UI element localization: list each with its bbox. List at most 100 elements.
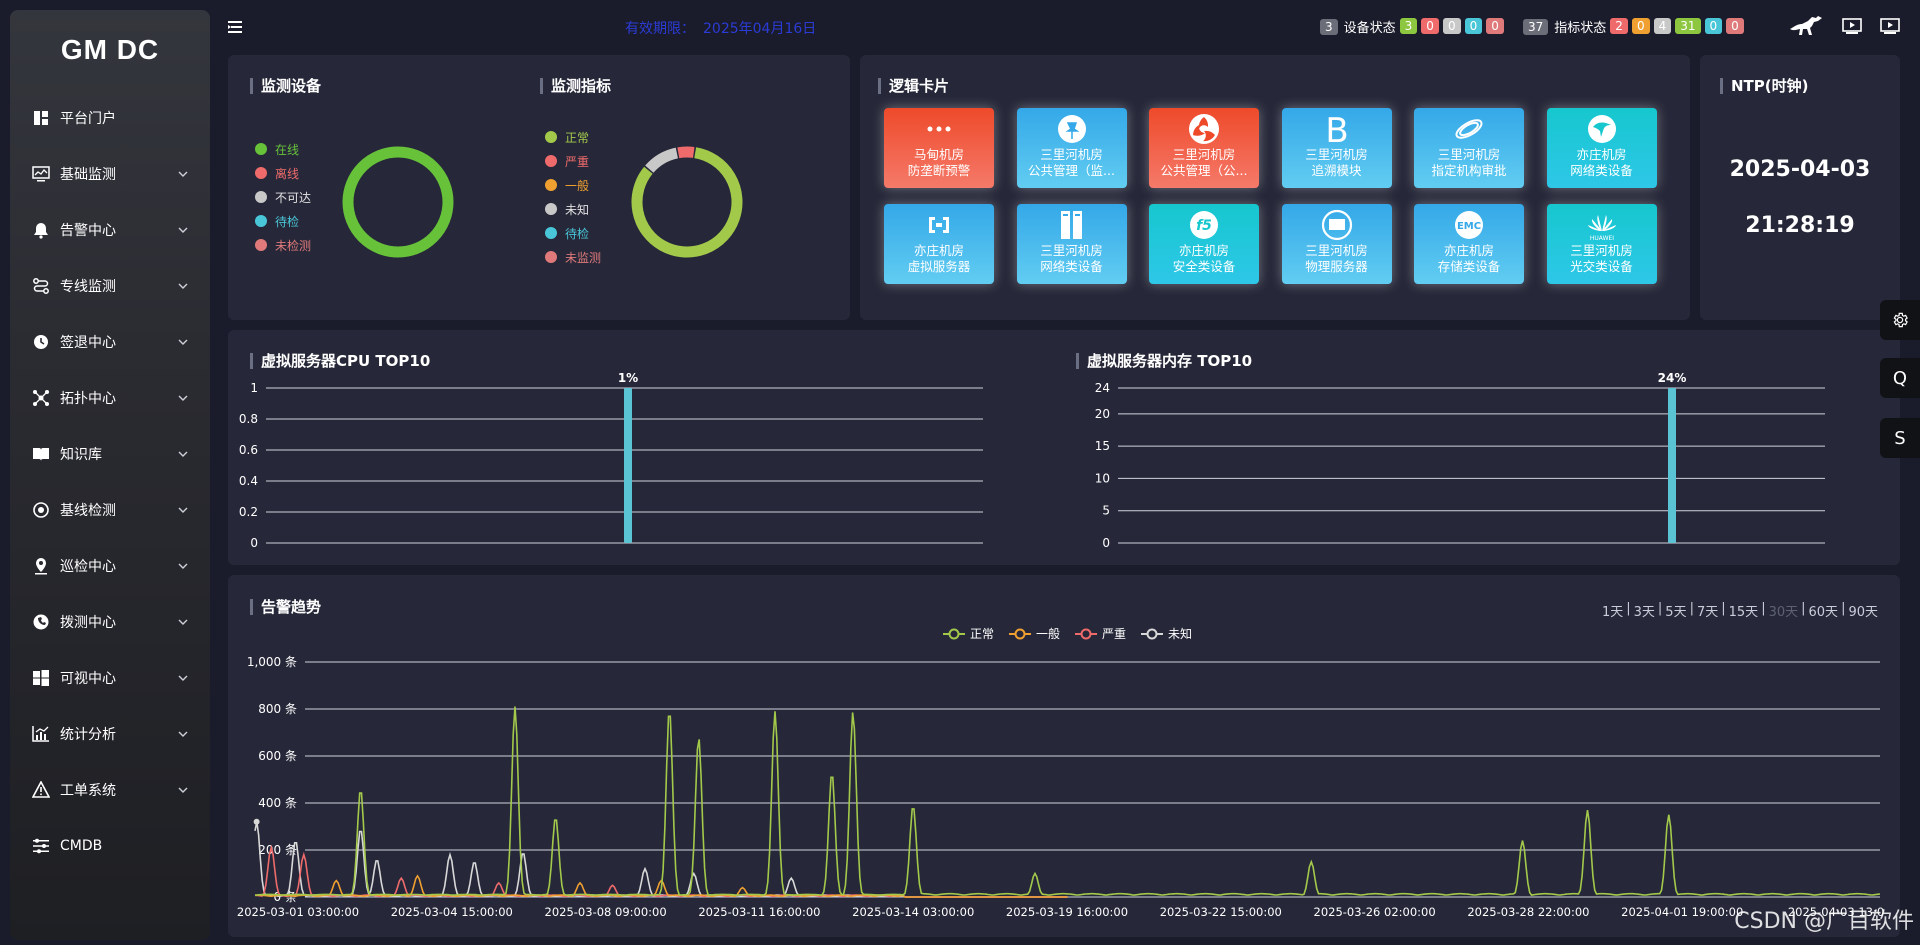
legend-label: 在线	[275, 142, 300, 157]
sidebar-item-2[interactable]: 告警中心	[10, 202, 210, 258]
sidebar-item-10[interactable]: 可视中心	[10, 650, 210, 706]
range-tab[interactable]: 3天	[1633, 605, 1655, 620]
donut-segment	[677, 146, 695, 159]
s-float-button[interactable]: S	[1880, 418, 1920, 458]
logic-card[interactable]: 亦庄机房 虚拟服务器	[884, 204, 994, 284]
screen-play-icon[interactable]	[1842, 17, 1862, 35]
logic-card[interactable]: 马甸机房 防垄断预警	[884, 108, 994, 188]
dial-icon	[30, 613, 52, 631]
range-tab[interactable]: 60天	[1808, 605, 1839, 620]
dinosaur-icon[interactable]	[1788, 15, 1824, 37]
q-float-button[interactable]: Q	[1880, 358, 1920, 398]
legend-marker	[1014, 628, 1026, 640]
sidebar-item-label: 告警中心	[60, 223, 116, 239]
logic-card[interactable]: 三里河机房 网络类设备	[1016, 204, 1127, 284]
logic-card[interactable]: f5 亦庄机房 安全类设备	[1149, 204, 1259, 284]
legend-item[interactable]: 在线	[255, 137, 311, 161]
status-count-pill[interactable]: 0	[1486, 18, 1504, 34]
fullscreen-play-icon[interactable]	[1880, 17, 1900, 35]
chevron-down-icon	[178, 616, 190, 628]
orbit-icon	[1451, 113, 1487, 145]
sidebar-item-7[interactable]: 基线检测	[10, 482, 210, 538]
metric-status-total: 37	[1523, 18, 1549, 35]
legend-item[interactable]: 一般	[545, 173, 601, 197]
sidebar-item-label: 基础监测	[60, 167, 116, 183]
f5-logo-text: f5	[1196, 218, 1212, 234]
x-tick-label: 2025-03-28 22:00:00	[1467, 905, 1589, 919]
status-count-pill[interactable]: 0	[1421, 18, 1439, 34]
status-count-pill[interactable]: 4	[1653, 18, 1672, 34]
logic-card[interactable]: B 三里河机房 追溯模块	[1281, 108, 1392, 188]
legend-dot	[255, 239, 267, 251]
x-tick-label: 2025-04-01 19:00:00	[1621, 905, 1743, 919]
sidebar-item-9[interactable]: 拨测中心	[10, 594, 210, 650]
legend-label: 未知	[565, 202, 590, 217]
status-count-pill[interactable]: 3	[1399, 18, 1418, 34]
legend-item[interactable]: 待检	[255, 209, 311, 233]
y-tick-label: 20	[1095, 407, 1110, 421]
sidebar-item-13[interactable]: CMDB	[10, 818, 210, 874]
legend-item[interactable]: 不可达	[255, 185, 311, 209]
metric-panel-title: 监测指标	[540, 78, 611, 94]
legend-item[interactable]: 未知	[545, 197, 601, 221]
status-count-pill[interactable]: 0	[1631, 18, 1650, 34]
status-count-pill[interactable]: 0	[1726, 18, 1744, 34]
logic-card[interactable]: 三里河机房 公共管理（公...	[1149, 108, 1259, 188]
logic-card-line1: 亦庄机房	[1178, 243, 1229, 258]
legend-label: 一般	[1036, 626, 1060, 641]
sidebar: GM DC 平台门户基础监测告警中心专线监测 签退中心 拓扑中心 知识库 基线检测 巡检中…	[10, 10, 210, 940]
sidebar-item-0[interactable]: 平台门户	[10, 90, 210, 146]
menu-toggle-icon[interactable]	[227, 18, 245, 36]
sidebar-item-3[interactable]: 专线监测	[10, 258, 210, 314]
emc-logo-icon: EMC	[1451, 209, 1487, 241]
sidebar-item-5[interactable]: 拓扑中心	[10, 370, 210, 426]
status-count-pill[interactable]: 31	[1675, 18, 1701, 34]
topology-icon	[30, 389, 52, 407]
logic-card[interactable]: 三里河机房 公共管理（监...	[1016, 108, 1127, 188]
status-count-pill[interactable]: 0	[1464, 18, 1483, 34]
monitor-badge-icon	[1319, 209, 1355, 241]
status-count-pill[interactable]: 0	[1442, 18, 1461, 34]
logic-card[interactable]: 亦庄机房 网络类设备	[1546, 108, 1657, 188]
metric-status[interactable]: 37 指标状态 2 0 4 31 0 0	[1523, 17, 1744, 36]
huawei-logo-text: HUAWEI	[1589, 235, 1613, 241]
bell-icon	[30, 221, 52, 239]
range-tab[interactable]: 1天	[1601, 605, 1624, 620]
sidebar-item-11[interactable]: 统计分析	[10, 706, 210, 762]
legend-dot	[545, 251, 557, 263]
logic-card[interactable]: 三里河机房 物理服务器	[1281, 204, 1392, 284]
legend-item[interactable]: 待检	[545, 221, 601, 245]
logic-card[interactable]: 三里河机房 指定机构审批	[1414, 108, 1524, 188]
range-tab[interactable]: 15天	[1728, 605, 1759, 620]
logic-card-line2: 公共管理（监...	[1028, 163, 1115, 178]
range-tab[interactable]: 30天	[1768, 605, 1799, 620]
range-tab[interactable]: 7天	[1696, 605, 1719, 620]
status-count-pill[interactable]: 0	[1704, 18, 1723, 34]
chevron-down-icon	[178, 504, 190, 516]
logic-card[interactable]: HUAWEI 三里河机房 光交类设备	[1546, 204, 1657, 284]
logo: GM DC	[60, 34, 160, 65]
sidebar-item-label: 可视中心	[60, 671, 116, 687]
x-tick-label: 2025-03-14 03:00:00	[852, 905, 974, 919]
settings-float-button[interactable]	[1880, 300, 1920, 340]
legend-label: 未监测	[565, 250, 602, 265]
legend-item[interactable]: 严重	[545, 149, 601, 173]
range-tab[interactable]: 5天	[1665, 605, 1687, 620]
warning-icon	[30, 781, 52, 799]
sidebar-item-1[interactable]: 基础监测	[10, 146, 210, 202]
sidebar-item-8[interactable]: 巡检中心	[10, 538, 210, 594]
legend-item[interactable]: 未检测	[255, 233, 311, 257]
sidebar-item-6[interactable]: 知识库	[10, 426, 210, 482]
chevron-down-icon	[178, 448, 190, 460]
sidebar-item-12[interactable]: 工单系统	[10, 762, 210, 818]
legend-item[interactable]: 离线	[255, 161, 311, 185]
range-tab[interactable]: 90天	[1848, 605, 1878, 620]
sidebar-item-4[interactable]: 签退中心	[10, 314, 210, 370]
donut-segment	[342, 146, 454, 258]
status-count-pill[interactable]: 2	[1610, 18, 1628, 34]
legend-item[interactable]: 未监测	[545, 245, 601, 269]
legend-item[interactable]: 正常	[545, 125, 601, 149]
logic-card[interactable]: EMC 亦庄机房 存储类设备	[1414, 204, 1524, 284]
server-rack-icon	[1054, 209, 1090, 241]
